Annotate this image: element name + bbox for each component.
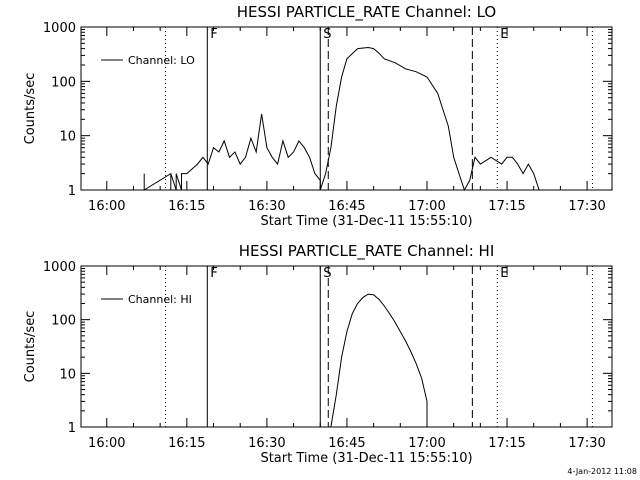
legend-label: Channel: LO <box>128 54 195 67</box>
y-axis-label: Counts/sec <box>23 311 38 383</box>
y-tick-label: 1 <box>68 421 76 436</box>
x-tick-label: 16:00 <box>88 436 125 451</box>
flare-marker-F: F <box>210 266 217 281</box>
x-tick-label: 17:15 <box>488 199 525 214</box>
x-tick-label: 17:15 <box>488 436 525 451</box>
plot-timestamp: 4-Jan-2012 11:08 <box>567 467 637 476</box>
y-tick-label: 100 <box>51 75 76 90</box>
series-line <box>143 46 540 192</box>
x-tick-label: 17:00 <box>408 436 445 451</box>
x-axis-label: Start Time (31-Dec-11 15:55:10) <box>260 451 472 466</box>
flare-marker-F: F <box>210 27 217 42</box>
x-tick-label: 17:30 <box>568 199 605 214</box>
x-tick-label: 16:30 <box>248 436 285 451</box>
x-tick-label: 16:45 <box>328 436 365 451</box>
chart-title: HESSI PARTICLE_RATE Channel: LO <box>237 3 496 22</box>
x-tick-label: 17:30 <box>568 436 605 451</box>
y-tick-label: 10 <box>59 130 76 145</box>
x-tick-label: 16:00 <box>88 199 125 214</box>
x-tick-label: 17:00 <box>408 199 445 214</box>
plot-frame <box>80 265 613 428</box>
y-axis-label: Counts/sec <box>23 73 38 145</box>
flare-marker-S: S <box>323 266 331 281</box>
x-tick-label: 16:30 <box>248 199 285 214</box>
series-line <box>330 293 428 428</box>
x-tick-label: 16:15 <box>168 436 205 451</box>
x-tick-label: 16:15 <box>168 199 205 214</box>
panel-2: HESSI PARTICLE_RATE Channel: HI 16:00 16:1… <box>23 242 613 466</box>
y-tick-label: 10 <box>59 367 76 382</box>
y-tick-label: 1 <box>68 184 76 199</box>
y-tick-label: 1000 <box>43 21 76 36</box>
flare-marker-E: E <box>500 27 508 42</box>
y-tick-label: 100 <box>51 314 76 329</box>
x-axis-label: Start Time (31-Dec-11 15:55:10) <box>260 214 472 229</box>
plot-frame <box>80 26 613 191</box>
y-tick-label: 1000 <box>43 260 76 275</box>
flare-marker-E: E <box>500 266 508 281</box>
legend-label: Channel: HI <box>128 293 192 306</box>
flare-marker-S: S <box>323 27 331 42</box>
panel-1: HESSI PARTICLE_RATE Channel: LO 16:00 16:1… <box>23 3 613 229</box>
chart-title: HESSI PARTICLE_RATE Channel: HI <box>239 242 495 261</box>
x-tick-label: 16:45 <box>328 199 365 214</box>
